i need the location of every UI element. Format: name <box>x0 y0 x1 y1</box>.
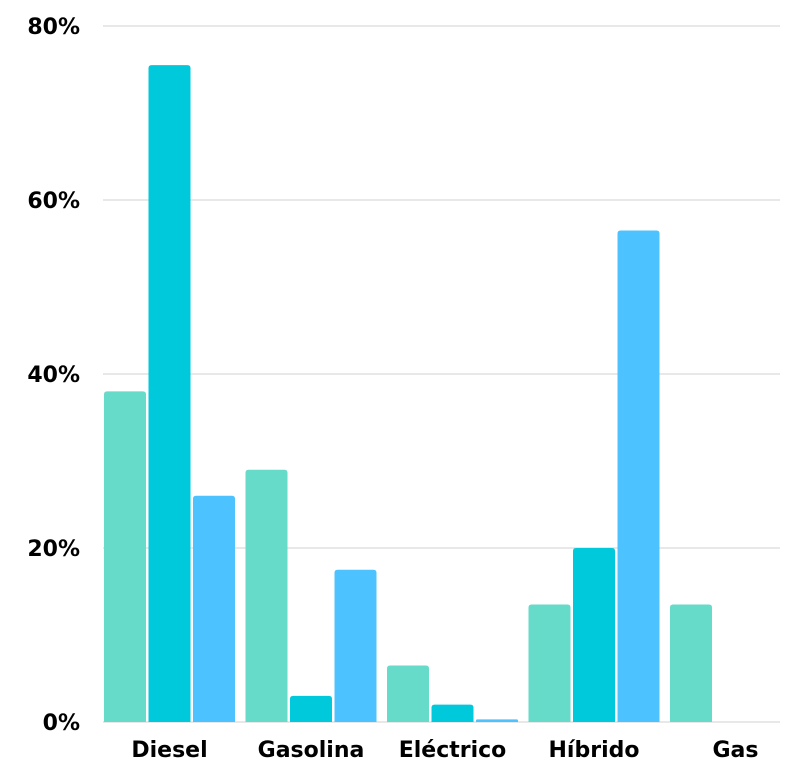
bar-diesel-series-2 <box>148 65 191 722</box>
x-category-label: Híbrido <box>549 738 640 763</box>
y-tick-label: 40% <box>27 363 80 388</box>
x-category-label: Gasolina <box>258 738 365 763</box>
bar-híbrido-series-1 <box>528 604 571 722</box>
bar-híbrido-series-2 <box>573 548 615 722</box>
bar-eléctrico-series-3 <box>476 719 518 722</box>
bar-gasolina-series-3 <box>334 569 377 722</box>
x-category-label: Diesel <box>131 738 207 763</box>
bar-gas-series-1 <box>670 604 712 722</box>
y-axis-ticks: 0% 20% 40% 60% 80% <box>27 15 80 736</box>
bar-eléctrico-series-2 <box>431 704 474 722</box>
x-category-label: Eléctrico <box>399 738 507 763</box>
bar-diesel-series-3 <box>193 495 235 722</box>
y-tick-label: 20% <box>27 537 80 562</box>
bar-gasolina-series-2 <box>290 695 332 722</box>
bar-eléctrico-series-1 <box>387 665 429 722</box>
bar-gasolina-series-1 <box>245 469 288 722</box>
y-tick-label: 80% <box>27 15 80 40</box>
x-category-label: Gas <box>713 738 759 763</box>
bar-diesel-series-1 <box>104 391 146 722</box>
y-tick-label: 0% <box>43 711 80 736</box>
y-tick-label: 60% <box>27 189 80 214</box>
bars <box>104 65 712 722</box>
x-axis-labels: Diesel Gasolina Eléctrico Híbrido Gas <box>131 738 758 763</box>
bar-híbrido-series-3 <box>617 230 660 722</box>
